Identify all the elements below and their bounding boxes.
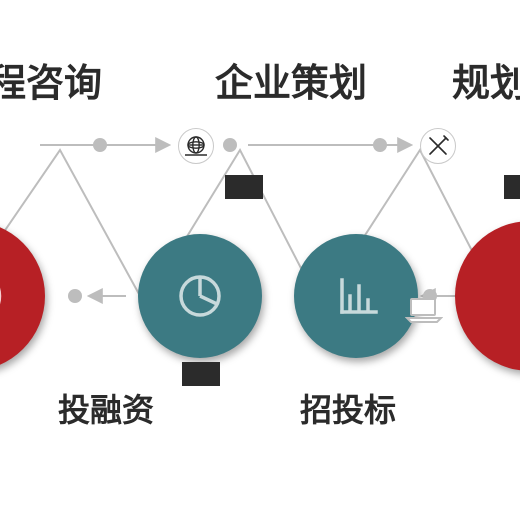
- dash-under-design: [504, 175, 520, 199]
- globe-icon: [179, 129, 213, 163]
- pencils-icon: [421, 129, 455, 163]
- label-enterprise-planning: 企业策划: [215, 52, 367, 107]
- dash-under-pie: [182, 362, 220, 386]
- signal-icon: [0, 264, 4, 328]
- label-design: 规划: [452, 52, 520, 107]
- rail-dot: [68, 289, 82, 303]
- laptop-icon: [405, 296, 443, 326]
- mini-pencils-badge: [420, 128, 456, 164]
- rail-dot: [373, 138, 387, 152]
- mini-globe-badge: [178, 128, 214, 164]
- dash-under-planning: [225, 175, 263, 199]
- label-financing: 投融资: [58, 385, 154, 431]
- label-consulting: 程咨询: [0, 52, 102, 107]
- rail-dot: [223, 138, 237, 152]
- rail-dot: [93, 138, 107, 152]
- diagram-stage: 程咨询 企业策划 规划 投融资 招投标: [0, 0, 520, 520]
- label-bidding: 招投标: [300, 385, 396, 431]
- pie-icon: [170, 266, 230, 326]
- bars-icon: [328, 266, 388, 326]
